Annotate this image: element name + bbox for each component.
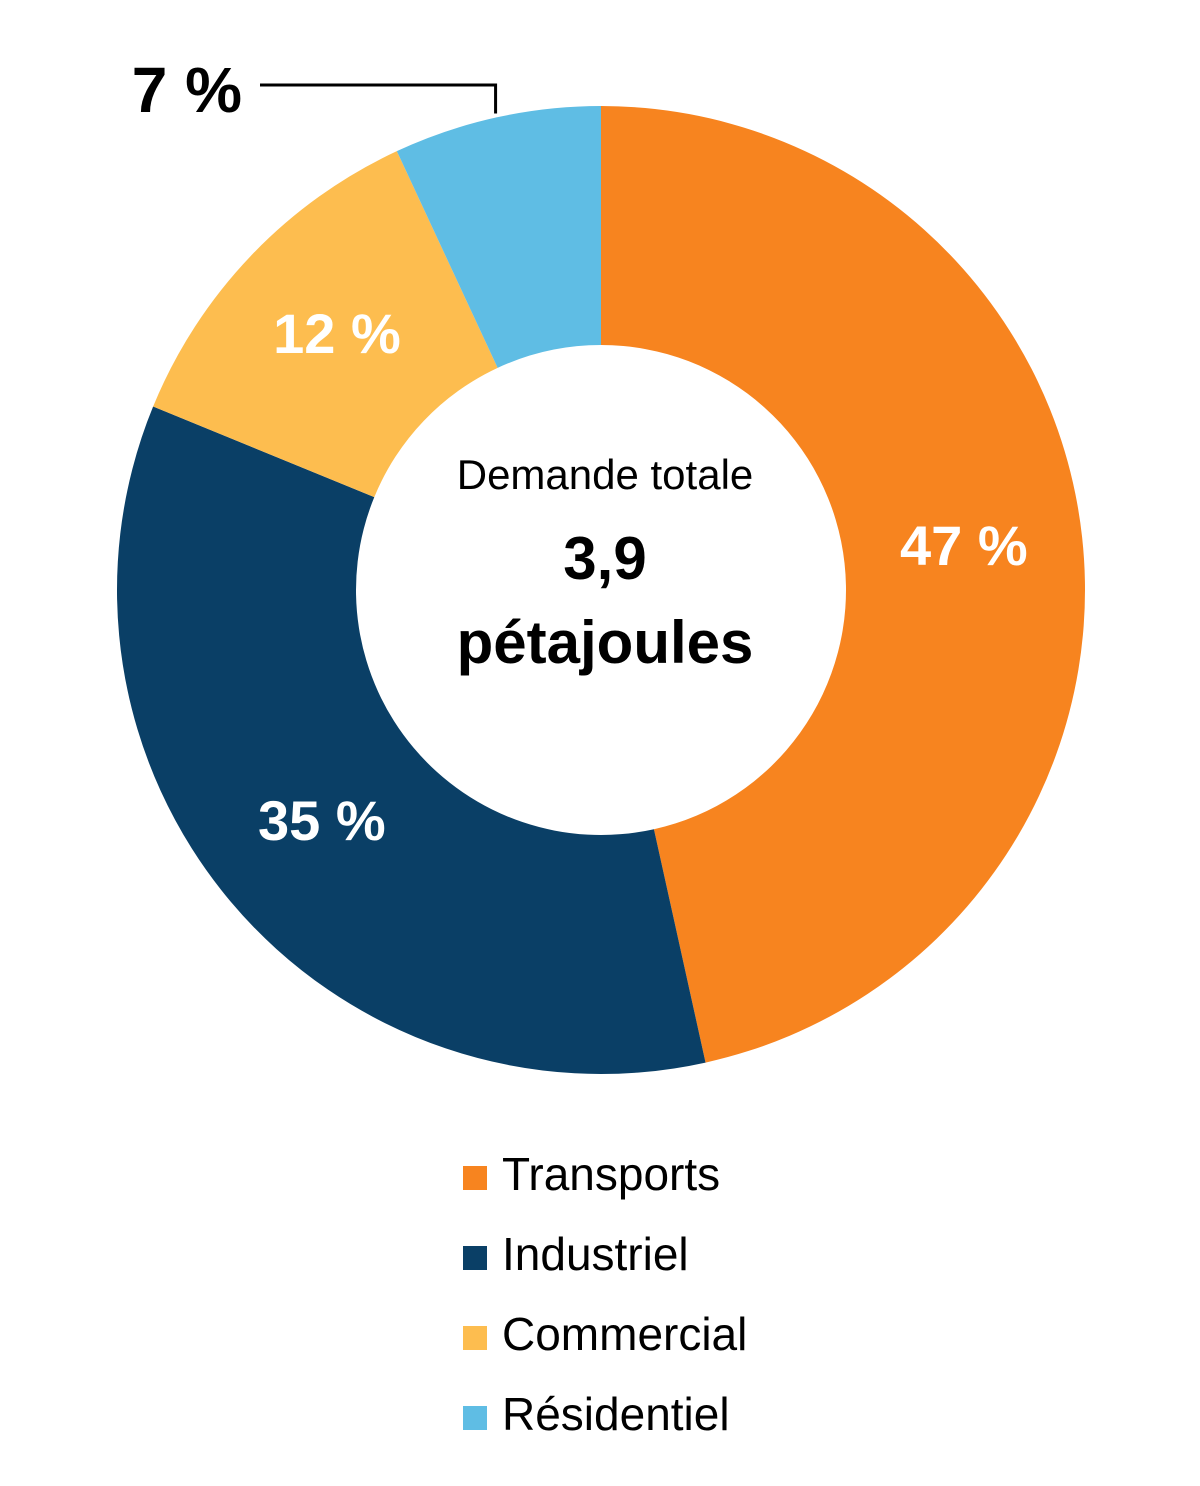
donut-slice [396, 106, 601, 368]
value-label: 47 % [900, 514, 1028, 577]
legend-swatch [463, 1406, 487, 1430]
donut-slice [601, 106, 1085, 1063]
donut-slice [116, 406, 706, 1074]
legend-label: Résidentiel [502, 1388, 730, 1440]
donut-slice [153, 151, 498, 498]
legend-swatch [463, 1166, 487, 1190]
value-label: 12 % [273, 302, 401, 365]
legend-label: Transports [502, 1148, 720, 1200]
legend-swatch [463, 1246, 487, 1270]
value-label: 35 % [258, 789, 386, 852]
center-unit: pétajoules [457, 609, 754, 676]
legend-label: Industriel [502, 1228, 689, 1280]
legend-swatch [463, 1326, 487, 1350]
legend-label: Commercial [502, 1308, 747, 1360]
center-value: 3,9 [563, 525, 646, 592]
leader-line [260, 83, 498, 114]
center-title: Demande totale [457, 451, 754, 498]
value-label: 7 % [132, 54, 242, 126]
